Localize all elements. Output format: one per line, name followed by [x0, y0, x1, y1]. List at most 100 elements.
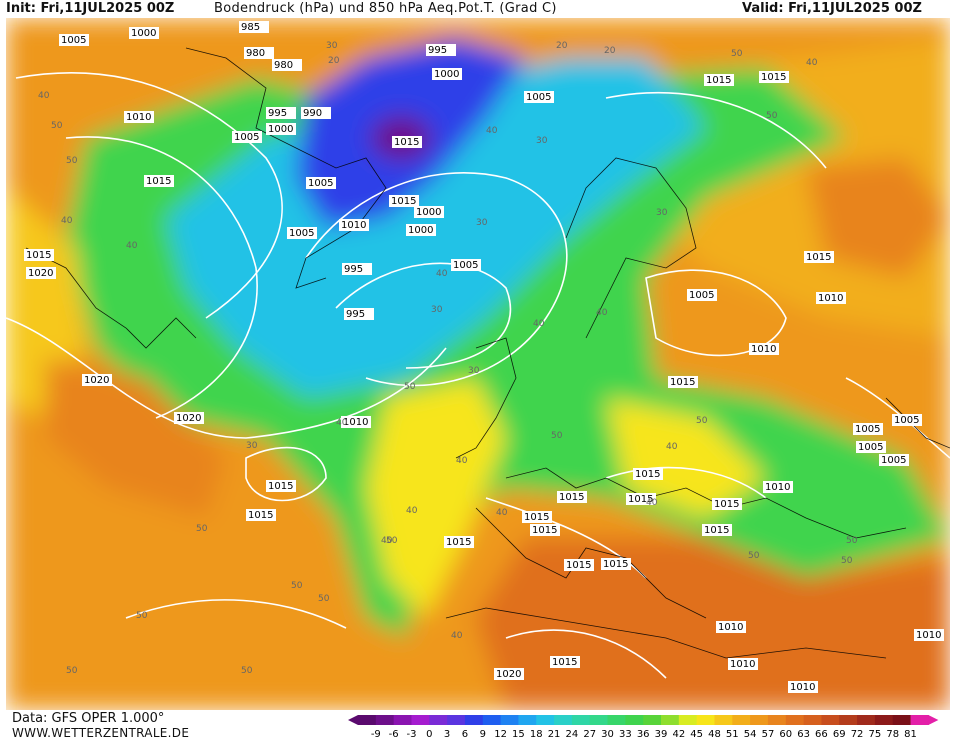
pressure-label: 1000 [408, 225, 433, 236]
map-title: Bodendruck (hPa) und 850 hPa Aeq.Pot.T. … [214, 1, 557, 16]
legend-swatch [393, 715, 412, 725]
pressure-label-bg [339, 219, 369, 231]
hot-air-africa [476, 538, 950, 710]
legend-swatch [785, 715, 805, 725]
pressure-label-bg [144, 175, 174, 187]
pressure-label: 1005 [61, 35, 86, 46]
pressure-label-bg [668, 376, 698, 388]
theta-label: 30 [476, 218, 488, 228]
legend-tick-label: 12 [494, 729, 507, 740]
pressure-label-bg [712, 498, 742, 510]
pressure-label-bg [24, 249, 54, 261]
pressure-label-bg [272, 59, 302, 71]
legend-swatch [678, 715, 698, 725]
legend-tick-label: 54 [744, 729, 757, 740]
legend-tick-label: 6 [462, 729, 468, 740]
theta-label: 40 [126, 241, 138, 251]
theta-label: 20 [556, 41, 568, 51]
init-time: Init: Fri,11JUL2025 00Z [6, 1, 175, 16]
pressure-label: 1015 [761, 72, 786, 83]
pressure-label: 1010 [718, 622, 743, 633]
legend-tick-label: -9 [371, 729, 381, 740]
theta-label: 40 [596, 308, 608, 318]
pressure-label: 1015 [391, 196, 416, 207]
pressure-label-bg [414, 206, 444, 218]
theta-label: 40 [806, 58, 818, 68]
data-source: Data: GFS OPER 1.000° [12, 711, 165, 726]
legend-tick-label: 45 [690, 729, 703, 740]
theta-label: 40 [456, 456, 468, 466]
theta-label: 50 [748, 551, 760, 561]
theta-label: 30 [656, 208, 668, 218]
pressure-label: 985 [241, 22, 260, 33]
pressure-label-bg [406, 224, 436, 236]
theta-label: 30 [246, 441, 258, 451]
theta-label: 50 [404, 382, 416, 392]
legend-swatch [571, 715, 591, 725]
pressure-label: 1005 [289, 228, 314, 239]
pressure-label-bg [344, 308, 374, 320]
pressure-label: 1015 [635, 469, 660, 480]
theta-label: 50 [196, 524, 208, 534]
pressure-label-bg [432, 68, 462, 80]
pressure-label-bg [494, 668, 524, 680]
website-label: WWW.WETTERZENTRALE.DE [12, 726, 190, 740]
pressure-label: 1015 [670, 377, 695, 388]
theta-label: 50 [841, 556, 853, 566]
pressure-label: 980 [274, 60, 293, 71]
pressure-label-bg [389, 195, 419, 207]
theta-label: 50 [241, 666, 253, 676]
pressure-label: 1020 [84, 375, 109, 386]
theta-label: 50 [66, 156, 78, 166]
legend-swatch [857, 715, 876, 725]
legend-swatch [767, 715, 787, 725]
pressure-label: 995 [428, 45, 447, 56]
pressure-label: 1020 [496, 669, 521, 680]
pressure-label-bg [82, 374, 112, 386]
pressure-label: 1015 [706, 75, 731, 86]
pressure-label-bg [914, 629, 944, 641]
legend-swatch [643, 715, 662, 725]
legend-tick-label: 63 [797, 729, 810, 740]
legend-tick-label: 3 [444, 729, 450, 740]
theta-label: 40 [336, 418, 348, 428]
pressure-label-bg [342, 263, 372, 275]
pressure-label: 1005 [881, 455, 906, 466]
theta-label: 40 [61, 216, 73, 226]
pressure-label: 1015 [628, 494, 653, 505]
legend-tick-label: 18 [530, 729, 543, 740]
legend-swatch [874, 715, 894, 725]
pressure-label: 995 [344, 264, 363, 275]
pressure-label-bg [550, 656, 580, 668]
pressure-label: 1020 [176, 413, 201, 424]
legend-tick-label: 78 [886, 729, 899, 740]
pressure-label-bg [530, 524, 560, 536]
pressure-label-bg [266, 123, 296, 135]
theta-label: 40 [666, 442, 678, 452]
pressure-label: 1005 [453, 260, 478, 271]
legend-tick-label: 21 [548, 729, 561, 740]
legend-swatch [358, 715, 377, 725]
legend-tick-label: 39 [655, 729, 668, 740]
pressure-label: 980 [246, 48, 265, 59]
pressure-label: 1015 [248, 510, 273, 521]
legend-tick-label: -6 [389, 729, 399, 740]
coastlines [25, 47, 950, 659]
pressure-label: 1005 [894, 415, 919, 426]
pressure-label-bg [26, 267, 56, 279]
pressure-label: 1015 [146, 176, 171, 187]
legend-tick-label: 33 [619, 729, 632, 740]
pressure-label: 1000 [268, 124, 293, 135]
legend-tick-label: 72 [851, 729, 864, 740]
theta-label: 40 [451, 631, 463, 641]
pressure-label: 1010 [751, 344, 776, 355]
pressure-label-bg [804, 251, 834, 263]
pressure-label-bg [788, 681, 818, 693]
legend-swatch [625, 715, 644, 725]
color-legend: -9 -6 -3 0 3 6 9 12 15 18 21 24 27 30 33 36 39 42 45 48 51 54… [348, 715, 939, 740]
theta-label: 50 [291, 581, 303, 591]
legend-swatch [447, 715, 466, 725]
pressure-label-bg [557, 491, 587, 503]
map-footer: Data: GFS OPER 1.000° WWW.WETTERZENTRALE… [0, 710, 959, 741]
pressure-label-bg [564, 559, 594, 571]
